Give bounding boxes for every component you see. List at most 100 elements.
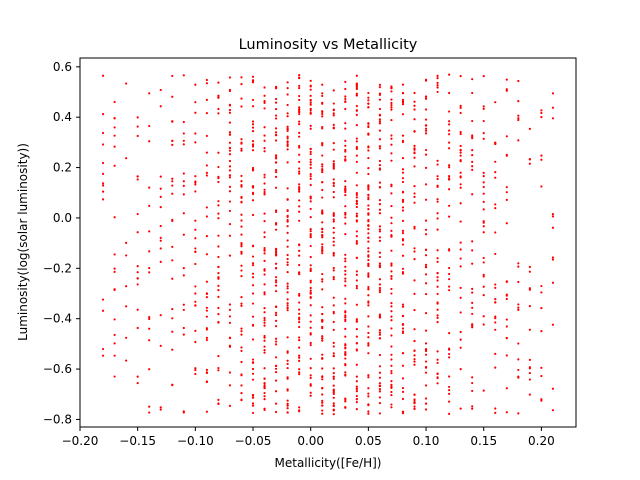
data-point <box>286 302 289 305</box>
data-point <box>274 267 278 270</box>
data-point <box>517 308 520 311</box>
data-point <box>436 74 439 77</box>
data-point <box>286 407 289 410</box>
data-point <box>390 262 393 265</box>
data-point <box>217 112 220 115</box>
data-point <box>471 165 474 168</box>
data-point <box>355 390 358 393</box>
data-point <box>459 265 462 268</box>
data-point <box>113 100 116 104</box>
data-point <box>309 177 312 180</box>
data-point <box>274 107 278 111</box>
data-point <box>274 223 278 226</box>
data-point <box>309 233 312 236</box>
data-point <box>344 97 347 100</box>
data-point <box>436 276 439 279</box>
data-point <box>378 236 382 239</box>
data-point <box>378 288 382 292</box>
data-point <box>332 181 335 184</box>
data-point <box>401 100 405 103</box>
data-point <box>159 206 162 209</box>
data-point <box>401 397 405 401</box>
data-point <box>401 92 405 95</box>
data-point <box>344 406 347 409</box>
data-point <box>113 288 116 291</box>
data-point <box>298 123 301 126</box>
data-point <box>355 104 358 108</box>
data-point <box>471 301 474 304</box>
data-point <box>194 101 197 104</box>
data-point <box>228 131 232 134</box>
data-point <box>482 208 485 211</box>
data-point <box>113 318 116 321</box>
data-point <box>251 79 255 82</box>
data-point <box>263 336 266 339</box>
x-tick-label: 0.10 <box>413 434 440 448</box>
data-point <box>367 344 370 347</box>
data-point <box>148 204 151 207</box>
data-point <box>251 284 255 287</box>
data-point <box>378 262 382 265</box>
data-point <box>263 291 266 294</box>
data-point <box>298 373 301 376</box>
data-point <box>205 215 208 218</box>
data-point <box>286 257 289 261</box>
data-point <box>228 384 232 387</box>
data-point <box>367 102 370 105</box>
data-point <box>148 339 151 342</box>
data-point <box>332 123 335 126</box>
data-point <box>309 367 312 370</box>
data-point <box>101 354 105 357</box>
data-point <box>228 153 232 156</box>
data-point <box>332 244 335 247</box>
data-point <box>298 153 301 156</box>
data-point <box>171 259 174 262</box>
data-point <box>321 306 324 309</box>
y-tick-label: 0.0 <box>53 211 72 225</box>
data-point <box>378 203 382 206</box>
data-point <box>251 145 255 148</box>
data-point <box>436 84 439 87</box>
data-point <box>228 108 232 112</box>
data-point <box>424 127 428 130</box>
data-point <box>101 184 105 187</box>
data-point <box>367 236 370 240</box>
data-point <box>321 188 324 192</box>
data-point <box>517 79 520 83</box>
data-point <box>390 270 393 273</box>
data-point <box>217 94 220 97</box>
data-point <box>355 303 358 306</box>
data-point <box>471 262 474 265</box>
data-point <box>378 264 382 267</box>
data-point <box>332 231 335 234</box>
data-point <box>378 290 382 294</box>
data-point <box>101 309 105 312</box>
data-point <box>321 163 324 166</box>
data-point <box>517 100 520 103</box>
data-point <box>344 284 347 287</box>
data-point <box>263 307 266 310</box>
data-point <box>401 410 405 413</box>
data-point <box>171 383 174 386</box>
data-point <box>344 363 347 366</box>
data-point <box>390 358 393 361</box>
data-point <box>321 327 324 330</box>
data-point <box>390 249 393 252</box>
data-point <box>321 243 324 246</box>
data-point <box>171 330 174 333</box>
x-axis: −0.20 −0.15 −0.10 −0.05 0.00 0.05 0.10 0.15 0.20 <box>62 427 555 448</box>
data-point <box>113 164 116 167</box>
data-point <box>390 204 393 208</box>
data-point <box>332 254 335 257</box>
data-point <box>274 340 278 343</box>
data-point <box>424 360 428 363</box>
data-point <box>171 245 174 248</box>
data-point <box>505 411 508 414</box>
data-point <box>321 101 324 104</box>
data-point <box>367 325 370 328</box>
data-point <box>367 331 370 335</box>
data-point <box>401 200 405 203</box>
data-point <box>251 396 255 399</box>
data-point <box>321 212 324 215</box>
data-point <box>436 200 439 203</box>
